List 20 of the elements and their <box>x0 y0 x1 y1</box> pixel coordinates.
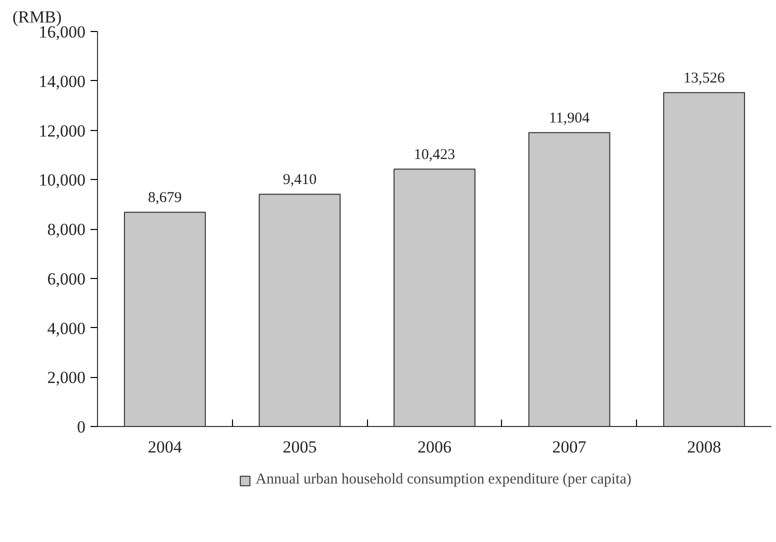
data-label: 11,904 <box>548 110 590 127</box>
x-tick-label: 2005 <box>282 438 317 456</box>
y-tick-label: 8,000 <box>47 220 86 239</box>
y-tick-label: 0 <box>77 418 86 436</box>
y-tick-label: 2,000 <box>47 368 86 388</box>
y-tick-label: 12,000 <box>38 121 86 140</box>
data-label: 8,679 <box>148 190 182 206</box>
y-tick-label: 6,000 <box>47 269 86 288</box>
data-label: 13,526 <box>683 70 726 87</box>
x-tick-label: 2008 <box>687 438 722 456</box>
data-label: 9,410 <box>282 172 317 188</box>
y-tick-label: 14,000 <box>38 72 86 91</box>
x-tick-label: 2007 <box>552 438 587 456</box>
y-tick-label: 10,000 <box>38 170 86 190</box>
x-tick-label: 2004 <box>148 438 182 456</box>
y-axis-title: (RMB) <box>12 8 62 26</box>
y-tick-label: 4,000 <box>47 318 86 338</box>
x-tick-label: 2006 <box>418 438 452 456</box>
data-label: 10,423 <box>414 147 456 164</box>
legend-label: Annual urban household consumption expenditure (per capita) <box>256 472 632 488</box>
